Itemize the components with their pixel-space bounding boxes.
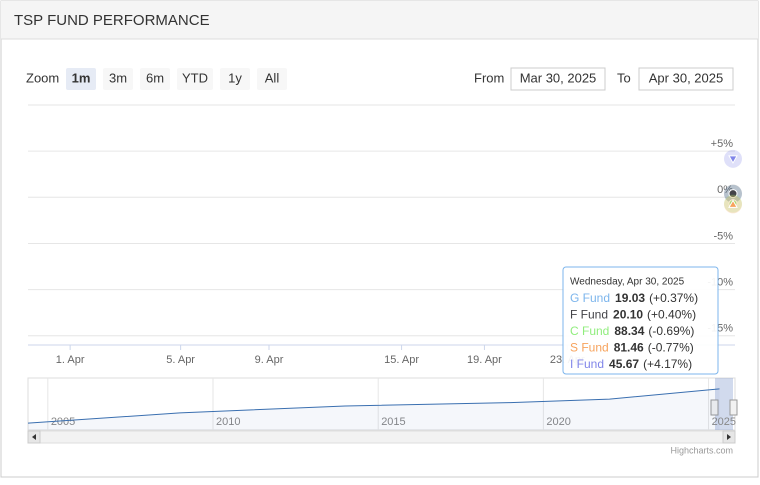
- tooltip-box: [562, 266, 719, 375]
- navigator-label: 2025: [712, 416, 736, 428]
- x-tick-label: 9. Apr: [255, 354, 284, 366]
- tooltip-row: F Fund 20.10 (+0.40%): [570, 308, 696, 322]
- tooltip-row: I Fund 45.67 (+4.17%): [570, 357, 692, 371]
- zoom-label: Zoom: [26, 70, 59, 85]
- from-input[interactable]: [510, 67, 606, 91]
- hover-marker: [728, 155, 738, 164]
- tooltip-date: Wednesday, Apr 30, 2025: [570, 277, 685, 288]
- tooltip-row: C Fund 88.34 (-0.69%): [570, 324, 694, 338]
- tooltip-price: 19.03: [615, 291, 645, 305]
- tooltip-change: (+0.37%): [649, 291, 698, 305]
- tooltip-series-name: G Fund: [570, 291, 610, 305]
- zoom-button-label[interactable]: 1m: [72, 70, 91, 85]
- scrollbar-track[interactable]: [27, 430, 736, 444]
- navigator-label: 2020: [546, 416, 570, 428]
- x-tick-label: 19. Apr: [467, 354, 502, 366]
- zoom-button-label[interactable]: 1y: [228, 70, 242, 85]
- navigator-label: 2005: [51, 416, 75, 428]
- tooltip-price: 88.34: [614, 324, 644, 338]
- tooltip-series-name: C Fund: [570, 324, 609, 338]
- zoom-button[interactable]: [140, 68, 170, 90]
- from-value[interactable]: Mar 30, 2025: [520, 70, 597, 85]
- to-input[interactable]: [638, 67, 734, 91]
- navigator-handle[interactable]: [710, 399, 719, 416]
- zoom-button-label[interactable]: YTD: [182, 70, 208, 85]
- from-label: From: [474, 70, 504, 85]
- arrow-right: [727, 434, 731, 440]
- tooltip-price: 45.67: [609, 357, 639, 371]
- arrow-left: [32, 434, 36, 440]
- tooltip-row: S Fund 81.46 (-0.77%): [570, 341, 694, 355]
- plot: +5%0%-5%-10%-15%1. Apr 5. Apr 9. Apr 15. Ap…: [28, 104, 742, 375]
- tooltip-price: 81.46: [614, 341, 644, 355]
- navigator-window[interactable]: [715, 378, 733, 430]
- zoom-button[interactable]: [220, 68, 250, 90]
- tooltip-change: (-0.77%): [648, 341, 694, 355]
- tooltip-series-name: I Fund: [570, 357, 604, 371]
- tooltip-change: (+4.17%): [643, 357, 692, 371]
- zoom-button-label[interactable]: 3m: [109, 70, 127, 85]
- y-tick-label: +5%: [711, 138, 734, 150]
- zoom-button[interactable]: [257, 68, 287, 90]
- tooltip-change: (-0.69%): [648, 324, 694, 338]
- header-title: TSP FUND PERFORMANCE: [14, 12, 210, 29]
- zoom-button[interactable]: [177, 68, 213, 90]
- navigator-area: [28, 388, 720, 430]
- to-value[interactable]: Apr 30, 2025: [649, 70, 723, 85]
- y-tick-label: -5%: [713, 230, 733, 242]
- zoom-button[interactable]: [103, 68, 133, 90]
- zoom-button[interactable]: [66, 68, 96, 90]
- credits[interactable]: Highcharts.com: [670, 445, 733, 455]
- x-tick-label: 5. Apr: [166, 354, 195, 366]
- header-bar: [1, 1, 758, 39]
- hover-marker: [728, 199, 738, 208]
- tooltip-series-name: S Fund: [570, 341, 609, 355]
- navigator-label: 2015: [381, 416, 405, 428]
- to-label: To: [617, 70, 631, 85]
- navigator-label: 2010: [216, 416, 240, 428]
- hover-marker: [728, 189, 738, 199]
- x-tick-label: 15. Apr: [384, 354, 419, 366]
- tooltip-price: 20.10: [613, 308, 643, 322]
- zoom-button-label[interactable]: All: [265, 70, 280, 85]
- navigator-handle[interactable]: [729, 399, 738, 416]
- navigator-line: [27, 388, 720, 424]
- tooltip-series-name: F Fund: [570, 308, 608, 322]
- x-tick-label: 1. Apr: [56, 354, 85, 366]
- tooltip-row: G Fund 19.03 (+0.37%): [570, 291, 698, 305]
- zoom-button-label[interactable]: 6m: [146, 70, 164, 85]
- tooltip-change: (+0.40%): [647, 308, 696, 322]
